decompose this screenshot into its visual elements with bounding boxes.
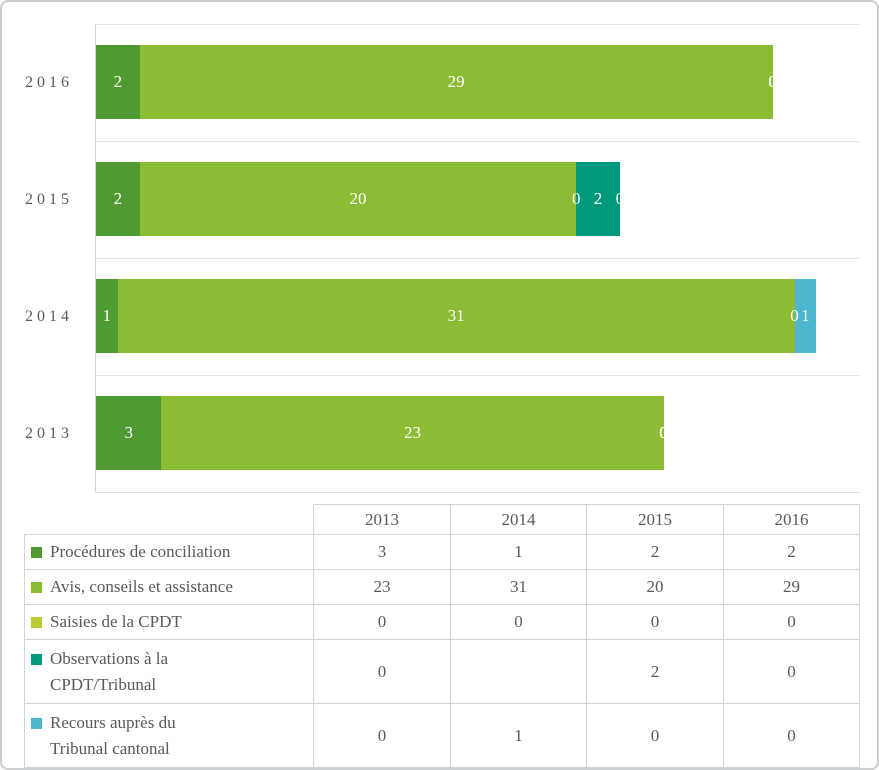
value-cell: 1 [450,534,587,570]
legend-label-cell: Avis, conseils et assistance [24,569,314,605]
legend-swatch [31,547,42,558]
gridline [95,375,859,376]
bar-value-label: 2 [113,72,123,91]
bar-segment [794,279,817,353]
bar-value-label: 1 [801,306,810,325]
bar-value-label: 0 [571,189,581,208]
legend-swatch [31,617,42,628]
value-cell: 2 [586,639,724,704]
bar-row-2014: 1 31 0 1 [96,279,859,353]
legend-label-cell: Observations à la CPDT/Tribunal [24,639,314,704]
axis-category-label: 2016 [25,74,73,91]
legend-label-cell: Saisies de la CPDT [24,604,314,640]
legend-swatch [31,582,42,593]
bar-segment [576,162,620,236]
legend-swatch [31,717,42,729]
bar-row-2015: 2 20 0 2 0 [96,162,859,236]
axis-category-label: 2014 [25,308,73,325]
year-header-cell: 2015 [586,504,724,535]
bar-segment [139,162,577,236]
series-name: Avis, conseils et assistance [50,577,233,596]
data-table: 2013 2014 2015 2016 Procédures de conciliati… [24,504,860,768]
legend-label-cell: Recours auprès du Tribunal cantonal [24,703,314,768]
series-name: Saisies de la CPDT [50,612,182,631]
series-name: Procédures de conciliation [50,542,231,561]
legend-swatch [31,653,42,665]
bar-value-label: 31 [447,306,465,325]
axis-category-label: 2015 [25,191,73,208]
value-cell: 0 [723,639,860,704]
gridline [95,24,859,25]
bar-segment [96,279,118,353]
series-name: Observations à la CPDT/Tribunal [50,648,169,694]
table-row: Procédures de conciliation 3 1 2 2 [24,534,860,570]
value-cell: 3 [313,534,451,570]
bar-row-2013: 3 23 0 0 0 [96,396,859,470]
value-cell: 0 [313,703,451,768]
legend-entry: Recours auprès du Tribunal cantonal [31,710,309,762]
value-cell: 0 [723,703,860,768]
value-cell: 0 [723,604,860,640]
bar-value-label: 0 [768,72,777,91]
table-row: Avis, conseils et assistance 23 31 20 29 [24,569,860,605]
table-corner-blank-cell [24,504,314,535]
bar-value-label: 3 [124,423,133,442]
x-axis-baseline-gridline [95,492,859,493]
bar-segment [96,396,162,470]
value-cell: 20 [586,569,724,605]
bar-value-label: 0 [768,72,777,91]
bar-value-label: 0 [659,423,668,442]
value-cell: 0 [313,604,451,640]
bar-value-label: 0 [790,306,799,325]
legend-entry: Avis, conseils et assistance [31,574,309,600]
value-cell: 1 [450,703,587,768]
value-cell: 23 [313,569,451,605]
legend-label-cell: Procédures de conciliation [24,534,314,570]
value-cell: 2 [723,534,860,570]
table-row: Saisies de la CPDT 0 0 0 0 [24,604,860,640]
bar-value-label: 1 [102,306,112,325]
plot-area: 2 29 0 0 0 2 20 0 2 0 1 31 0 1 3 23 0 0 0 [95,24,859,493]
bar-value-label: 0 [768,72,777,91]
bar-value-label: 0 [615,189,625,208]
value-cell: 29 [723,569,860,605]
bar-segment [96,162,140,236]
bar-value-label: 2 [113,189,123,208]
value-cell: 0 [313,639,451,704]
bar-value-label: 0 [659,423,668,442]
value-cell: 2 [586,534,724,570]
value-cell: 0 [586,604,724,640]
table-header-row: 2013 2014 2015 2016 [24,504,860,535]
year-header-cell: 2013 [313,504,451,535]
gridline [95,258,859,259]
y-axis-line [95,24,96,492]
value-cell [450,639,587,704]
bar-value-label: 29 [447,72,465,91]
bar-segment [161,396,664,470]
bar-row-2016: 2 29 0 0 0 [96,45,859,119]
bar-segment [139,45,773,119]
legend-entry: Observations à la CPDT/Tribunal [31,646,309,698]
legend-entry: Saisies de la CPDT [31,609,309,635]
table-row: Recours auprès du Tribunal cantonal 0 1 0 0 [24,703,860,768]
bar-value-label: 0 [659,423,668,442]
value-cell: 0 [586,703,724,768]
series-name: Recours auprès du Tribunal cantonal [50,712,176,758]
data-table-body: 2013 2014 2015 2016 Procédures de conciliati… [24,504,860,768]
bar-segment [117,279,795,353]
bar-value-label: 23 [404,423,421,442]
bar-value-label: 2 [593,189,603,208]
table-row: Observations à la CPDT/Tribunal 0 2 0 [24,639,860,704]
year-header-cell: 2016 [723,504,860,535]
bar-value-label: 20 [349,189,367,208]
legend-entry: Procédures de conciliation [31,539,309,565]
bar-segment [96,45,140,119]
year-header-cell: 2014 [450,504,587,535]
value-cell: 31 [450,569,587,605]
value-cell: 0 [450,604,587,640]
axis-category-label: 2013 [25,425,73,442]
gridline [95,141,859,142]
